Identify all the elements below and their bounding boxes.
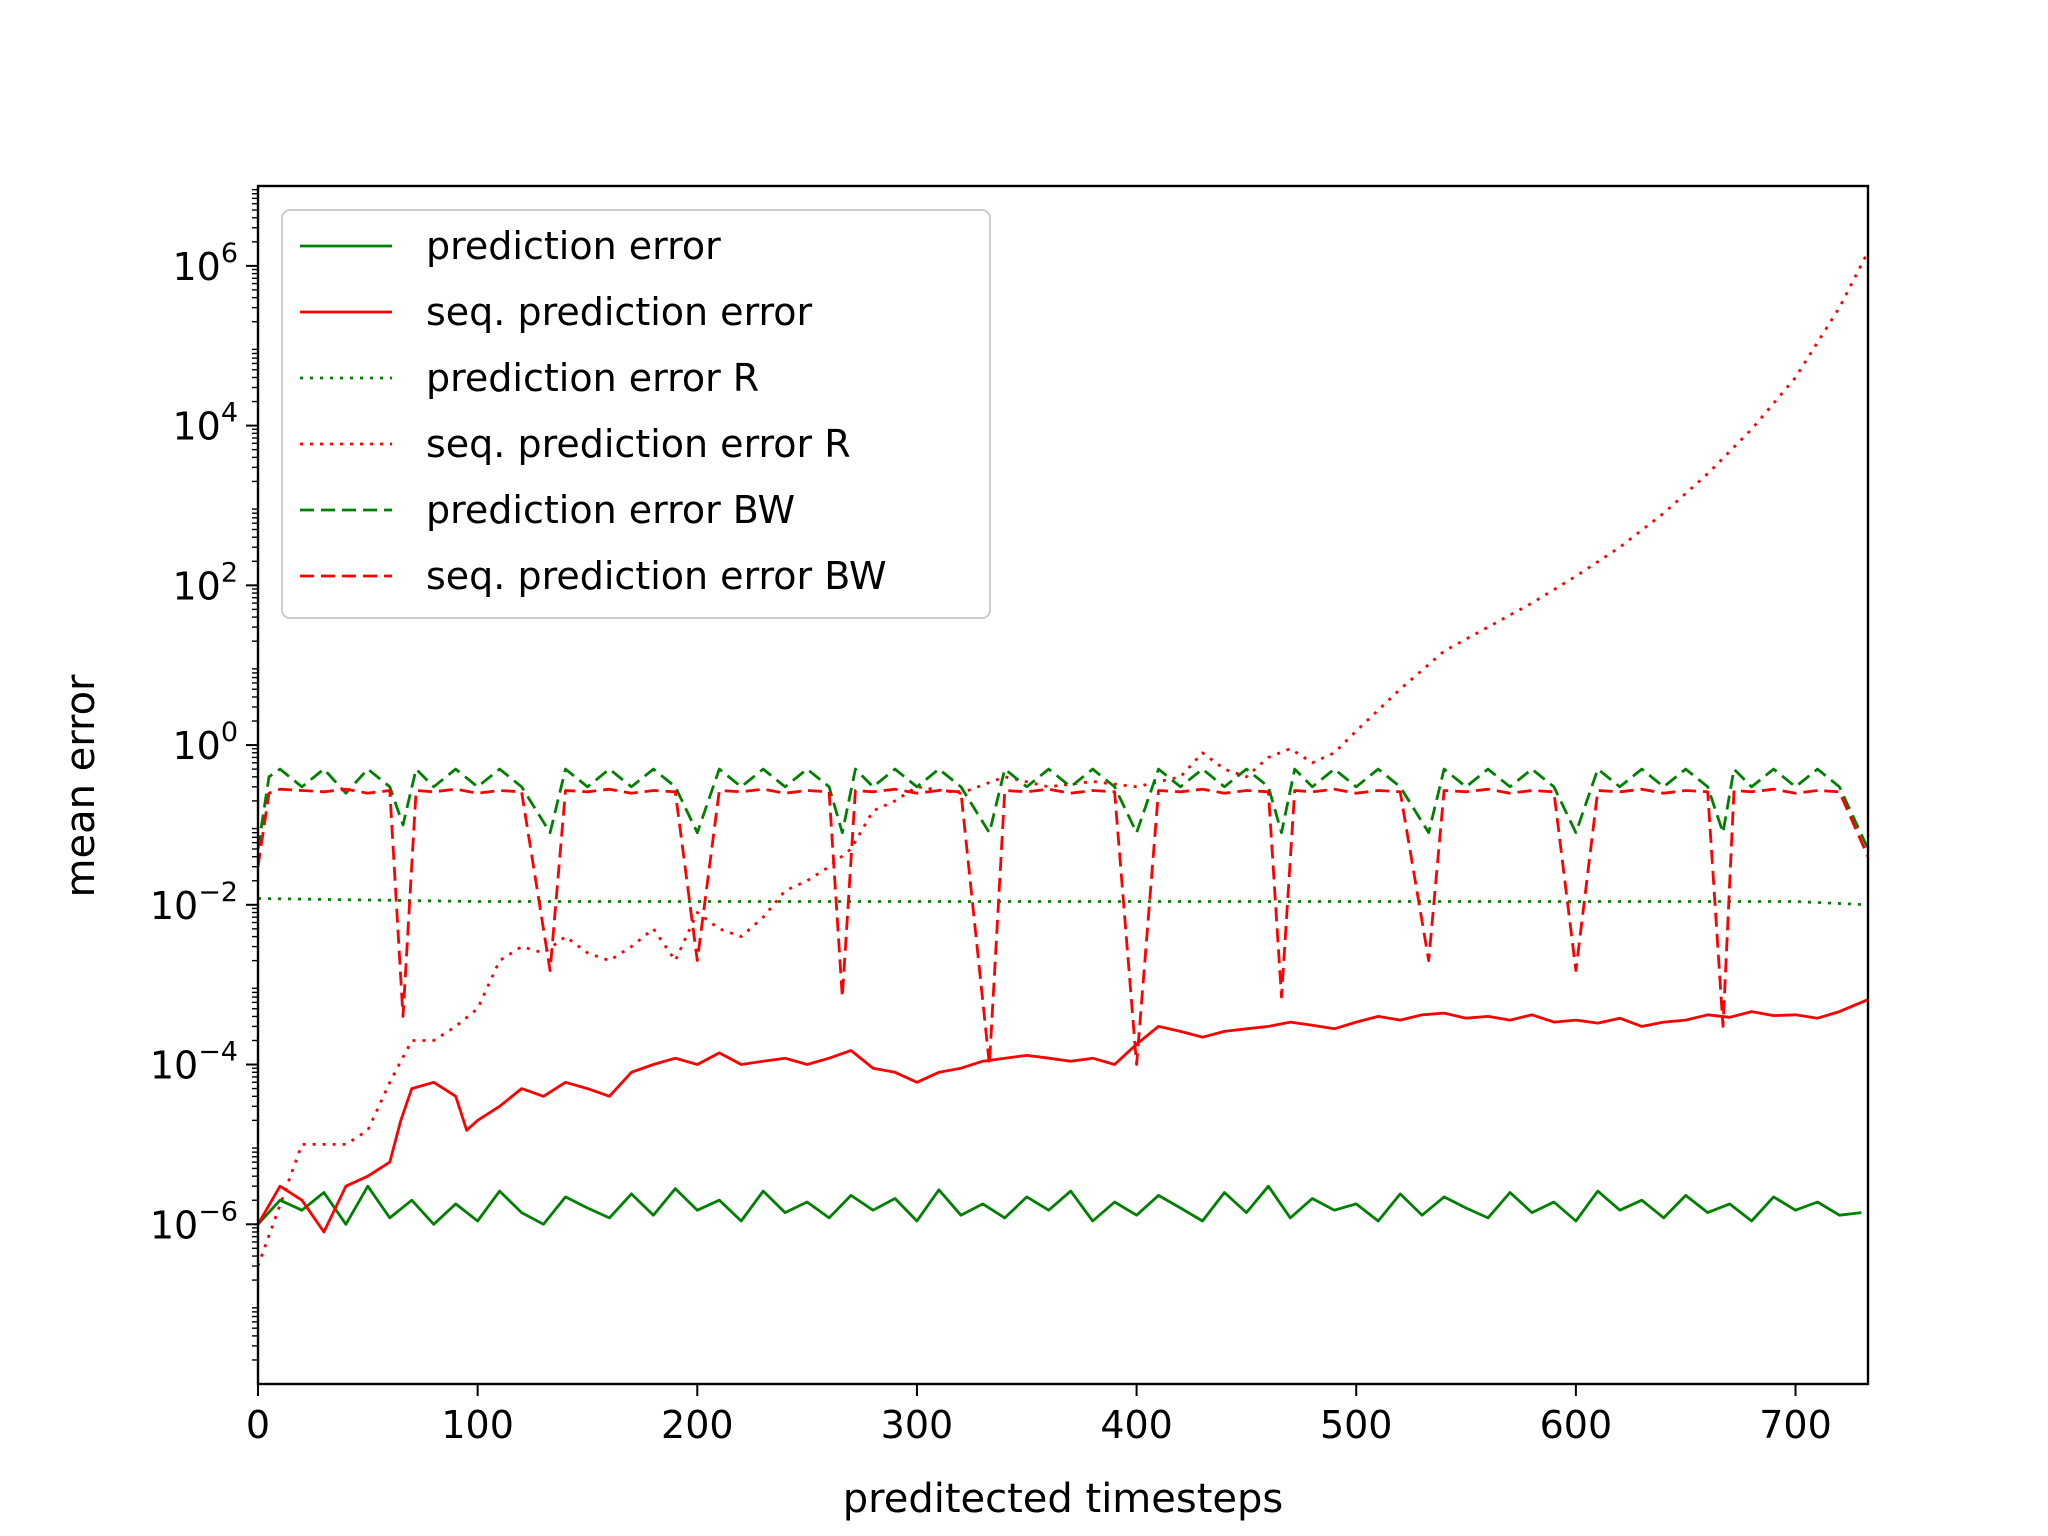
series-line-5	[258, 767, 1868, 850]
legend-label: seq. prediction error R	[426, 422, 851, 466]
y-tick-label: 106	[172, 238, 238, 289]
legend-label: seq. prediction error BW	[426, 554, 887, 598]
series-line-3	[258, 897, 1868, 907]
y-axis-label: mean error	[58, 674, 104, 898]
y-tick-label: 100	[172, 717, 238, 768]
legend-label: prediction error R	[426, 356, 759, 400]
legend-label: prediction error BW	[426, 488, 795, 532]
series-line-2	[258, 998, 1868, 1234]
legend-label: prediction error	[426, 224, 721, 268]
plot-frame	[256, 184, 1870, 1386]
y-tick-label: 10−4	[150, 1037, 238, 1088]
x-tick-label: 400	[1100, 1403, 1173, 1447]
x-axis: 0 100 200 300 400 500 600 700	[246, 1384, 1832, 1447]
x-axis-label: preditected timesteps	[843, 1476, 1284, 1522]
legend: prediction error seq. prediction error pre…	[281, 209, 991, 619]
x-tick-label: 500	[1320, 1403, 1393, 1447]
legend-box	[281, 209, 991, 619]
y-axis: 106 104 102 100 10−2 10−4 10−6	[150, 188, 258, 1361]
series-layer	[258, 251, 1868, 1267]
y-tick-label: 102	[172, 557, 238, 608]
x-tick-label: 0	[246, 1403, 270, 1447]
series-line-4	[258, 251, 1868, 1267]
x-tick-label: 700	[1759, 1403, 1832, 1447]
x-tick-label: 200	[661, 1403, 734, 1447]
y-tick-label: 104	[172, 398, 238, 449]
y-tick-label: 10−2	[150, 877, 238, 928]
x-tick-label: 100	[441, 1403, 514, 1447]
x-tick-label: 300	[881, 1403, 954, 1447]
x-tick-label: 600	[1540, 1403, 1613, 1447]
series-line-1	[258, 1184, 1862, 1226]
legend-label: seq. prediction error	[426, 290, 813, 334]
y-tick-label: 10−6	[150, 1196, 238, 1247]
